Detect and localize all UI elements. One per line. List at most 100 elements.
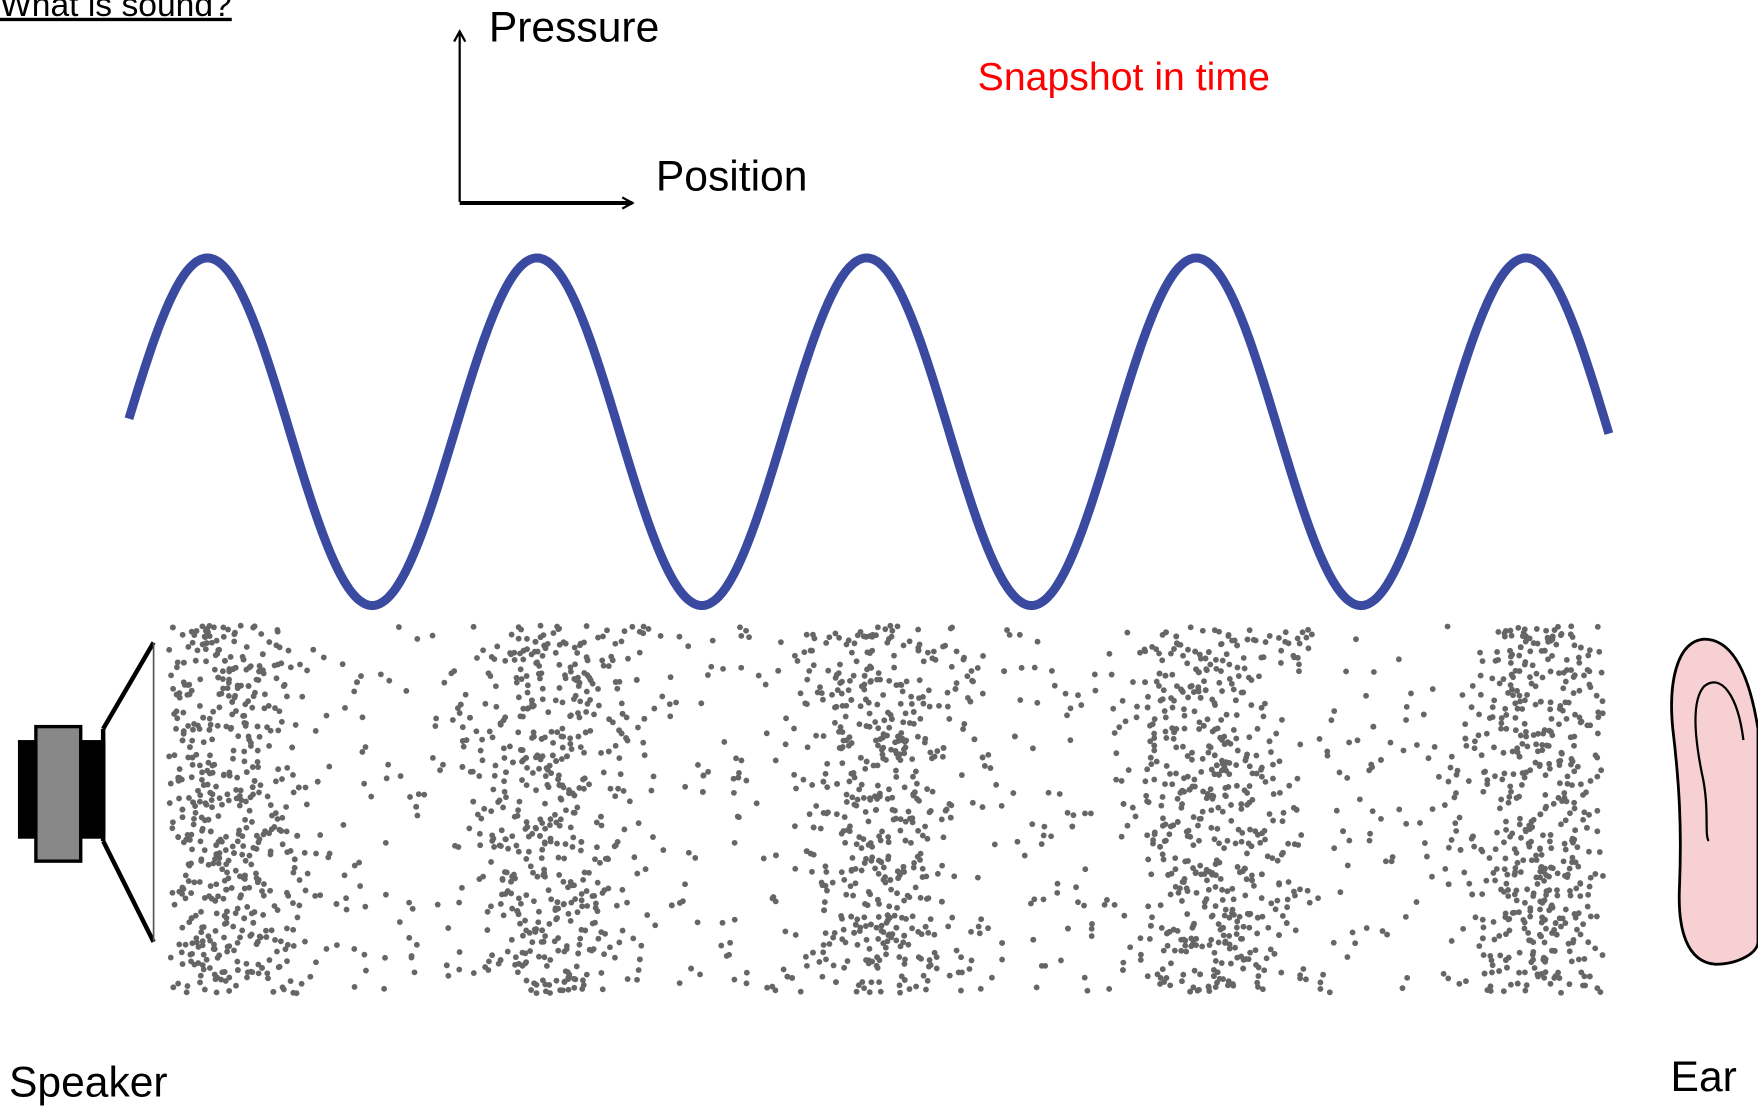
particle xyxy=(1265,853,1271,859)
particle xyxy=(203,658,209,664)
particle xyxy=(555,935,561,941)
particle xyxy=(224,791,230,797)
particle xyxy=(1563,817,1569,823)
particle xyxy=(1305,888,1311,894)
particle xyxy=(824,784,830,790)
particle xyxy=(923,987,929,993)
particle xyxy=(169,825,175,831)
particle xyxy=(700,789,706,795)
particle xyxy=(553,650,559,656)
particle xyxy=(738,633,744,639)
particle xyxy=(820,949,826,955)
particle xyxy=(1553,642,1559,648)
particle xyxy=(806,668,812,674)
particle xyxy=(934,966,940,972)
particle xyxy=(310,647,316,653)
particle xyxy=(197,879,203,885)
particle xyxy=(1158,803,1164,809)
particle xyxy=(1548,699,1554,705)
particle xyxy=(213,928,219,934)
particle xyxy=(840,744,846,750)
particle xyxy=(505,846,511,852)
particle xyxy=(1487,715,1493,721)
particle xyxy=(1237,869,1243,875)
particle xyxy=(1520,857,1526,863)
particle xyxy=(1594,693,1600,699)
particle xyxy=(920,694,926,700)
particle xyxy=(954,948,960,954)
particle xyxy=(1538,933,1544,939)
particle xyxy=(1171,729,1177,735)
particle xyxy=(1594,774,1600,780)
particle xyxy=(1244,850,1250,856)
particle xyxy=(778,639,784,645)
particle xyxy=(450,717,456,723)
particle xyxy=(1065,926,1071,932)
particle xyxy=(243,858,249,864)
particle xyxy=(1541,878,1547,884)
particle xyxy=(595,635,601,641)
particle xyxy=(1191,814,1197,820)
particle xyxy=(985,752,991,758)
particle xyxy=(1221,845,1227,851)
particle xyxy=(1585,652,1591,658)
particle xyxy=(1124,630,1130,636)
particle xyxy=(1157,671,1163,677)
particle xyxy=(886,725,892,731)
particle xyxy=(186,795,192,801)
particle xyxy=(228,654,234,660)
particle xyxy=(1489,957,1495,963)
particle xyxy=(1168,892,1174,898)
particle xyxy=(1231,687,1237,693)
particle xyxy=(1160,851,1166,857)
particle xyxy=(547,957,553,963)
particle xyxy=(907,986,913,992)
particle xyxy=(396,624,402,630)
particle xyxy=(176,796,182,802)
particle xyxy=(1175,796,1181,802)
particle xyxy=(516,636,522,642)
particle xyxy=(1159,925,1165,931)
particle xyxy=(1183,949,1189,955)
particle xyxy=(798,690,804,696)
particle xyxy=(923,873,929,879)
particle xyxy=(466,825,472,831)
particle xyxy=(1161,979,1167,985)
particle xyxy=(215,813,221,819)
particle xyxy=(809,782,815,788)
particle xyxy=(266,743,272,749)
particle xyxy=(1201,723,1207,729)
particle xyxy=(567,735,573,741)
particle xyxy=(1185,695,1191,701)
particle xyxy=(491,656,497,662)
particle xyxy=(1357,796,1363,802)
particle xyxy=(250,792,256,798)
particle xyxy=(915,854,921,860)
particle xyxy=(235,967,241,973)
particle xyxy=(1478,673,1484,679)
particle xyxy=(326,764,332,770)
particle xyxy=(708,664,714,670)
particle xyxy=(792,823,798,829)
particle xyxy=(958,954,964,960)
particle xyxy=(1571,674,1577,680)
particle xyxy=(891,665,897,671)
particle xyxy=(1206,649,1212,655)
particle xyxy=(568,879,574,885)
particle xyxy=(1017,697,1023,703)
particle xyxy=(868,858,874,864)
particle xyxy=(1275,858,1281,864)
particle xyxy=(841,927,847,933)
particle xyxy=(833,704,839,710)
particle xyxy=(233,868,239,874)
particle xyxy=(242,817,248,823)
particle xyxy=(1506,794,1512,800)
particle xyxy=(290,927,296,933)
particle xyxy=(1503,827,1509,833)
particle xyxy=(1569,838,1575,844)
particle xyxy=(840,703,846,709)
particle xyxy=(1571,937,1577,943)
particle xyxy=(219,866,225,872)
particle xyxy=(1120,960,1126,966)
particle xyxy=(1162,781,1168,787)
